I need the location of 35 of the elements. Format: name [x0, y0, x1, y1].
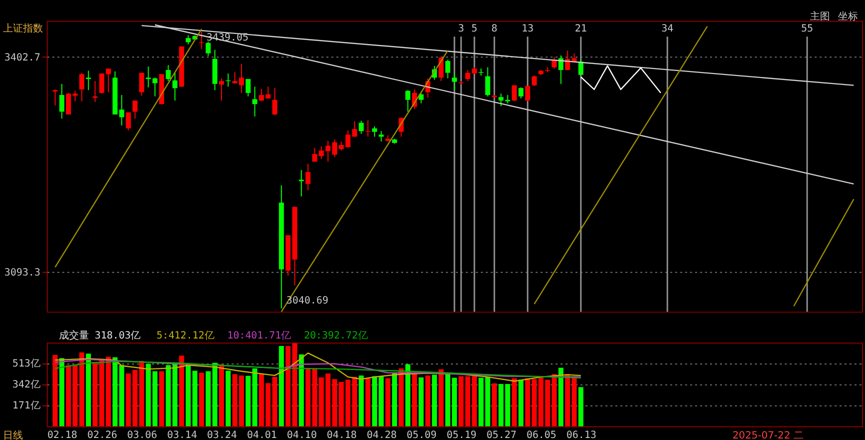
x-tick-label: 04.28 [366, 430, 397, 440]
annotation: 主图 [810, 10, 830, 23]
text: 20:392.72亿 [304, 330, 368, 342]
x-tick-label: 06.05 [526, 430, 556, 440]
x-tick-label: 05.27 [486, 430, 516, 440]
annotation: 13 [522, 24, 534, 35]
series-label: 成交量 318.03亿 [58, 330, 141, 342]
annotation: 34 [661, 24, 674, 35]
annotation: 5 [471, 24, 478, 35]
text: 10:401.71亿 [227, 330, 292, 342]
text: 日线 [2, 429, 23, 440]
x-tick-label: 04.18 [326, 430, 357, 440]
text: 2025-07-22 二 [732, 430, 804, 440]
y-tick-label: 3093.3 [4, 267, 40, 278]
chart-title: 上证指数 [2, 22, 43, 35]
annotation: 坐标 [838, 10, 858, 23]
annotation: 21 [574, 24, 587, 35]
x-tick-label: 02.26 [87, 430, 118, 440]
x-tick-label: 02.18 [47, 430, 78, 440]
annotation: 8 [491, 24, 498, 35]
x-tick-label: 03.06 [127, 430, 158, 440]
text: 5:412.12亿 [156, 330, 214, 342]
x-tick-label: 04.10 [286, 430, 317, 440]
y-tick-label: 3402.7 [4, 52, 40, 64]
x-tick-label: 04.01 [246, 430, 277, 440]
annotation: 55 [801, 24, 814, 35]
annotation: 3 [458, 24, 464, 35]
x-tick-label: 05.09 [406, 430, 437, 440]
y-tick-label: 171亿 [12, 400, 40, 412]
y-tick-label: 513亿 [12, 358, 40, 370]
x-tick-label: 05.19 [446, 430, 477, 440]
x-tick-label: 03.14 [167, 430, 198, 440]
y-tick-label: 342亿 [12, 380, 40, 391]
x-tick-label: 03.24 [207, 430, 237, 440]
x-tick-label: 06.13 [566, 430, 596, 440]
